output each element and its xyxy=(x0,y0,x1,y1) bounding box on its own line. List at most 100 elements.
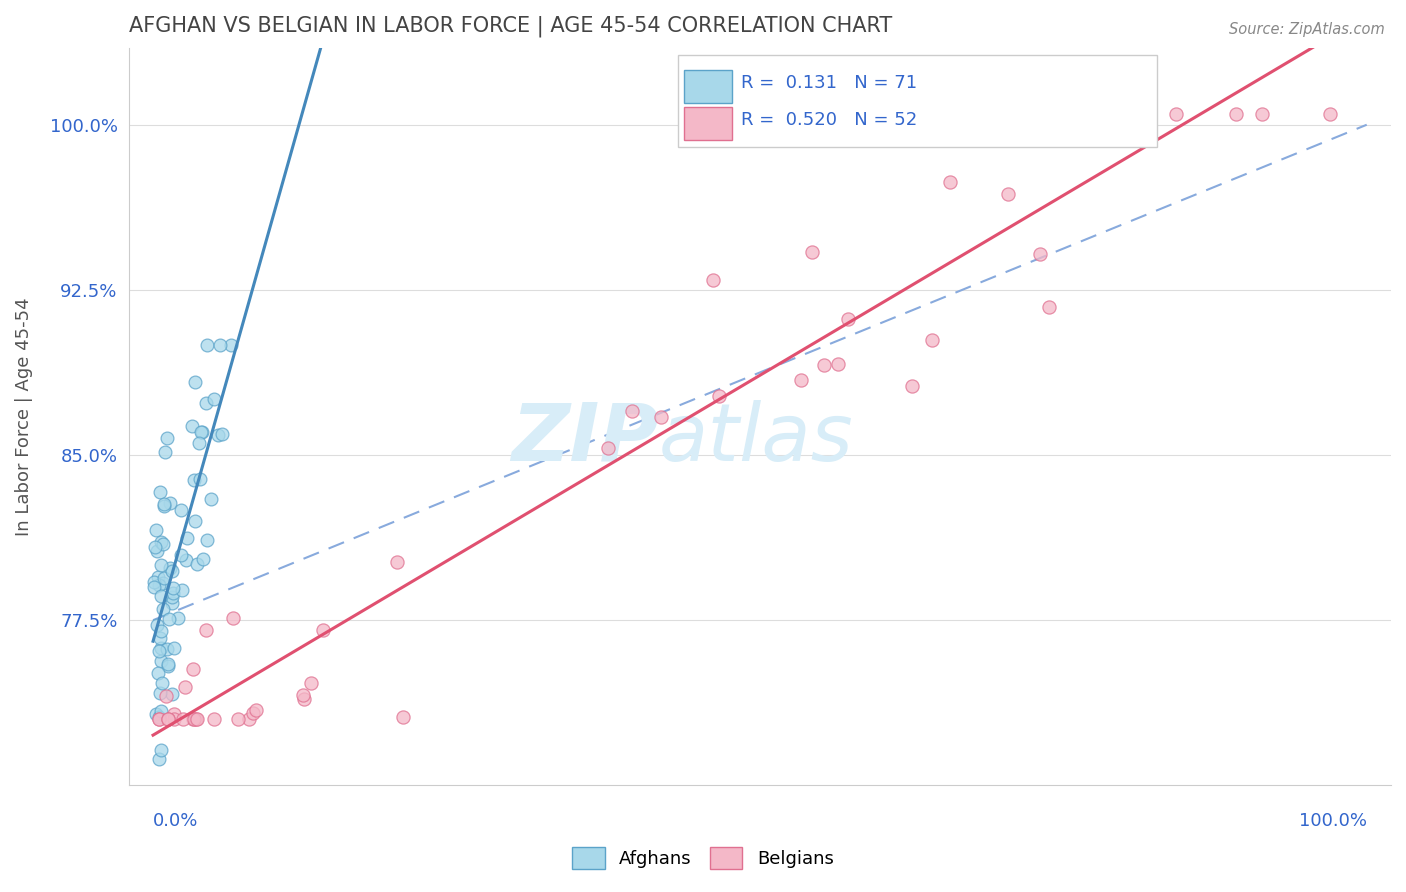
Point xyxy=(208,338,231,352)
Point xyxy=(222,611,245,625)
Point xyxy=(149,632,172,646)
Point xyxy=(163,641,186,656)
Point xyxy=(149,686,172,700)
Point xyxy=(238,712,260,726)
Point xyxy=(145,706,167,721)
Point xyxy=(159,561,181,575)
Point xyxy=(191,425,214,440)
FancyBboxPatch shape xyxy=(685,107,733,140)
Point xyxy=(149,624,172,638)
Point xyxy=(150,534,173,549)
Text: atlas: atlas xyxy=(659,400,853,477)
Point xyxy=(1036,132,1059,146)
Point xyxy=(226,712,249,726)
Point xyxy=(900,379,922,393)
Point xyxy=(790,373,813,387)
Point xyxy=(190,425,212,439)
Point xyxy=(800,244,823,259)
Point xyxy=(159,496,181,510)
Point xyxy=(143,574,166,589)
Point xyxy=(153,571,176,585)
Point xyxy=(157,712,180,726)
Point xyxy=(195,533,218,547)
Y-axis label: In Labor Force | Age 45-54: In Labor Force | Age 45-54 xyxy=(15,297,32,536)
Point xyxy=(1319,106,1341,120)
Point xyxy=(156,659,179,673)
Point xyxy=(312,624,335,638)
Text: 0.0%: 0.0% xyxy=(153,812,198,830)
Point xyxy=(148,752,170,766)
Point xyxy=(160,596,183,610)
Point xyxy=(299,676,322,690)
Point xyxy=(1225,106,1247,120)
Point xyxy=(162,581,184,595)
Point xyxy=(170,548,193,562)
Point xyxy=(1108,106,1130,120)
Point xyxy=(620,403,643,417)
Point xyxy=(153,445,176,459)
Point xyxy=(150,641,173,656)
Point xyxy=(156,712,179,726)
Point xyxy=(204,712,226,726)
Point xyxy=(157,611,180,625)
Point xyxy=(183,376,205,390)
Point xyxy=(1251,106,1274,120)
Point xyxy=(191,552,214,566)
Text: R =  0.520   N = 52: R = 0.520 N = 52 xyxy=(741,111,917,129)
Point xyxy=(148,644,170,658)
Point xyxy=(202,392,225,406)
Point xyxy=(160,564,183,578)
Point xyxy=(292,688,315,702)
Point xyxy=(1104,128,1126,142)
Point xyxy=(146,618,169,632)
Point xyxy=(149,484,172,499)
Point xyxy=(152,537,174,551)
Point xyxy=(172,582,194,597)
Point xyxy=(181,662,204,676)
Point xyxy=(392,710,415,724)
Point xyxy=(148,712,170,726)
Text: R =  0.131   N = 71: R = 0.131 N = 71 xyxy=(741,74,917,92)
Point xyxy=(150,704,173,718)
Point xyxy=(997,186,1019,201)
Point xyxy=(921,333,943,347)
Point xyxy=(146,666,169,681)
Point xyxy=(148,712,170,726)
Point xyxy=(150,742,173,756)
FancyBboxPatch shape xyxy=(678,55,1157,147)
Point xyxy=(172,712,194,726)
Text: ZIP: ZIP xyxy=(512,400,659,477)
Point xyxy=(174,553,197,567)
Point xyxy=(194,623,217,637)
Point xyxy=(160,687,183,701)
Point xyxy=(813,359,835,373)
Point xyxy=(207,428,229,442)
Point xyxy=(195,395,218,409)
Point xyxy=(146,544,169,558)
Point xyxy=(152,497,174,511)
Point xyxy=(186,557,208,571)
Point xyxy=(153,499,176,513)
Point xyxy=(156,431,179,445)
Point xyxy=(242,706,264,720)
Point xyxy=(163,706,186,721)
Point xyxy=(149,558,172,573)
Point xyxy=(707,389,730,403)
Point xyxy=(148,578,170,592)
Point xyxy=(181,712,204,726)
Point xyxy=(150,654,173,668)
Text: AFGHAN VS BELGIAN IN LABOR FORCE | AGE 45-54 CORRELATION CHART: AFGHAN VS BELGIAN IN LABOR FORCE | AGE 4… xyxy=(129,15,891,37)
Point xyxy=(195,338,218,352)
Point xyxy=(650,409,672,424)
Point xyxy=(180,418,202,433)
Point xyxy=(1038,300,1060,314)
Legend: Afghans, Belgians: Afghans, Belgians xyxy=(565,839,841,876)
Point xyxy=(387,555,409,569)
Text: 100.0%: 100.0% xyxy=(1299,812,1367,830)
Text: Source: ZipAtlas.com: Source: ZipAtlas.com xyxy=(1229,22,1385,37)
Point xyxy=(145,524,167,538)
Point xyxy=(156,641,179,656)
Point xyxy=(160,590,183,604)
FancyBboxPatch shape xyxy=(685,70,733,103)
Point xyxy=(146,570,169,584)
